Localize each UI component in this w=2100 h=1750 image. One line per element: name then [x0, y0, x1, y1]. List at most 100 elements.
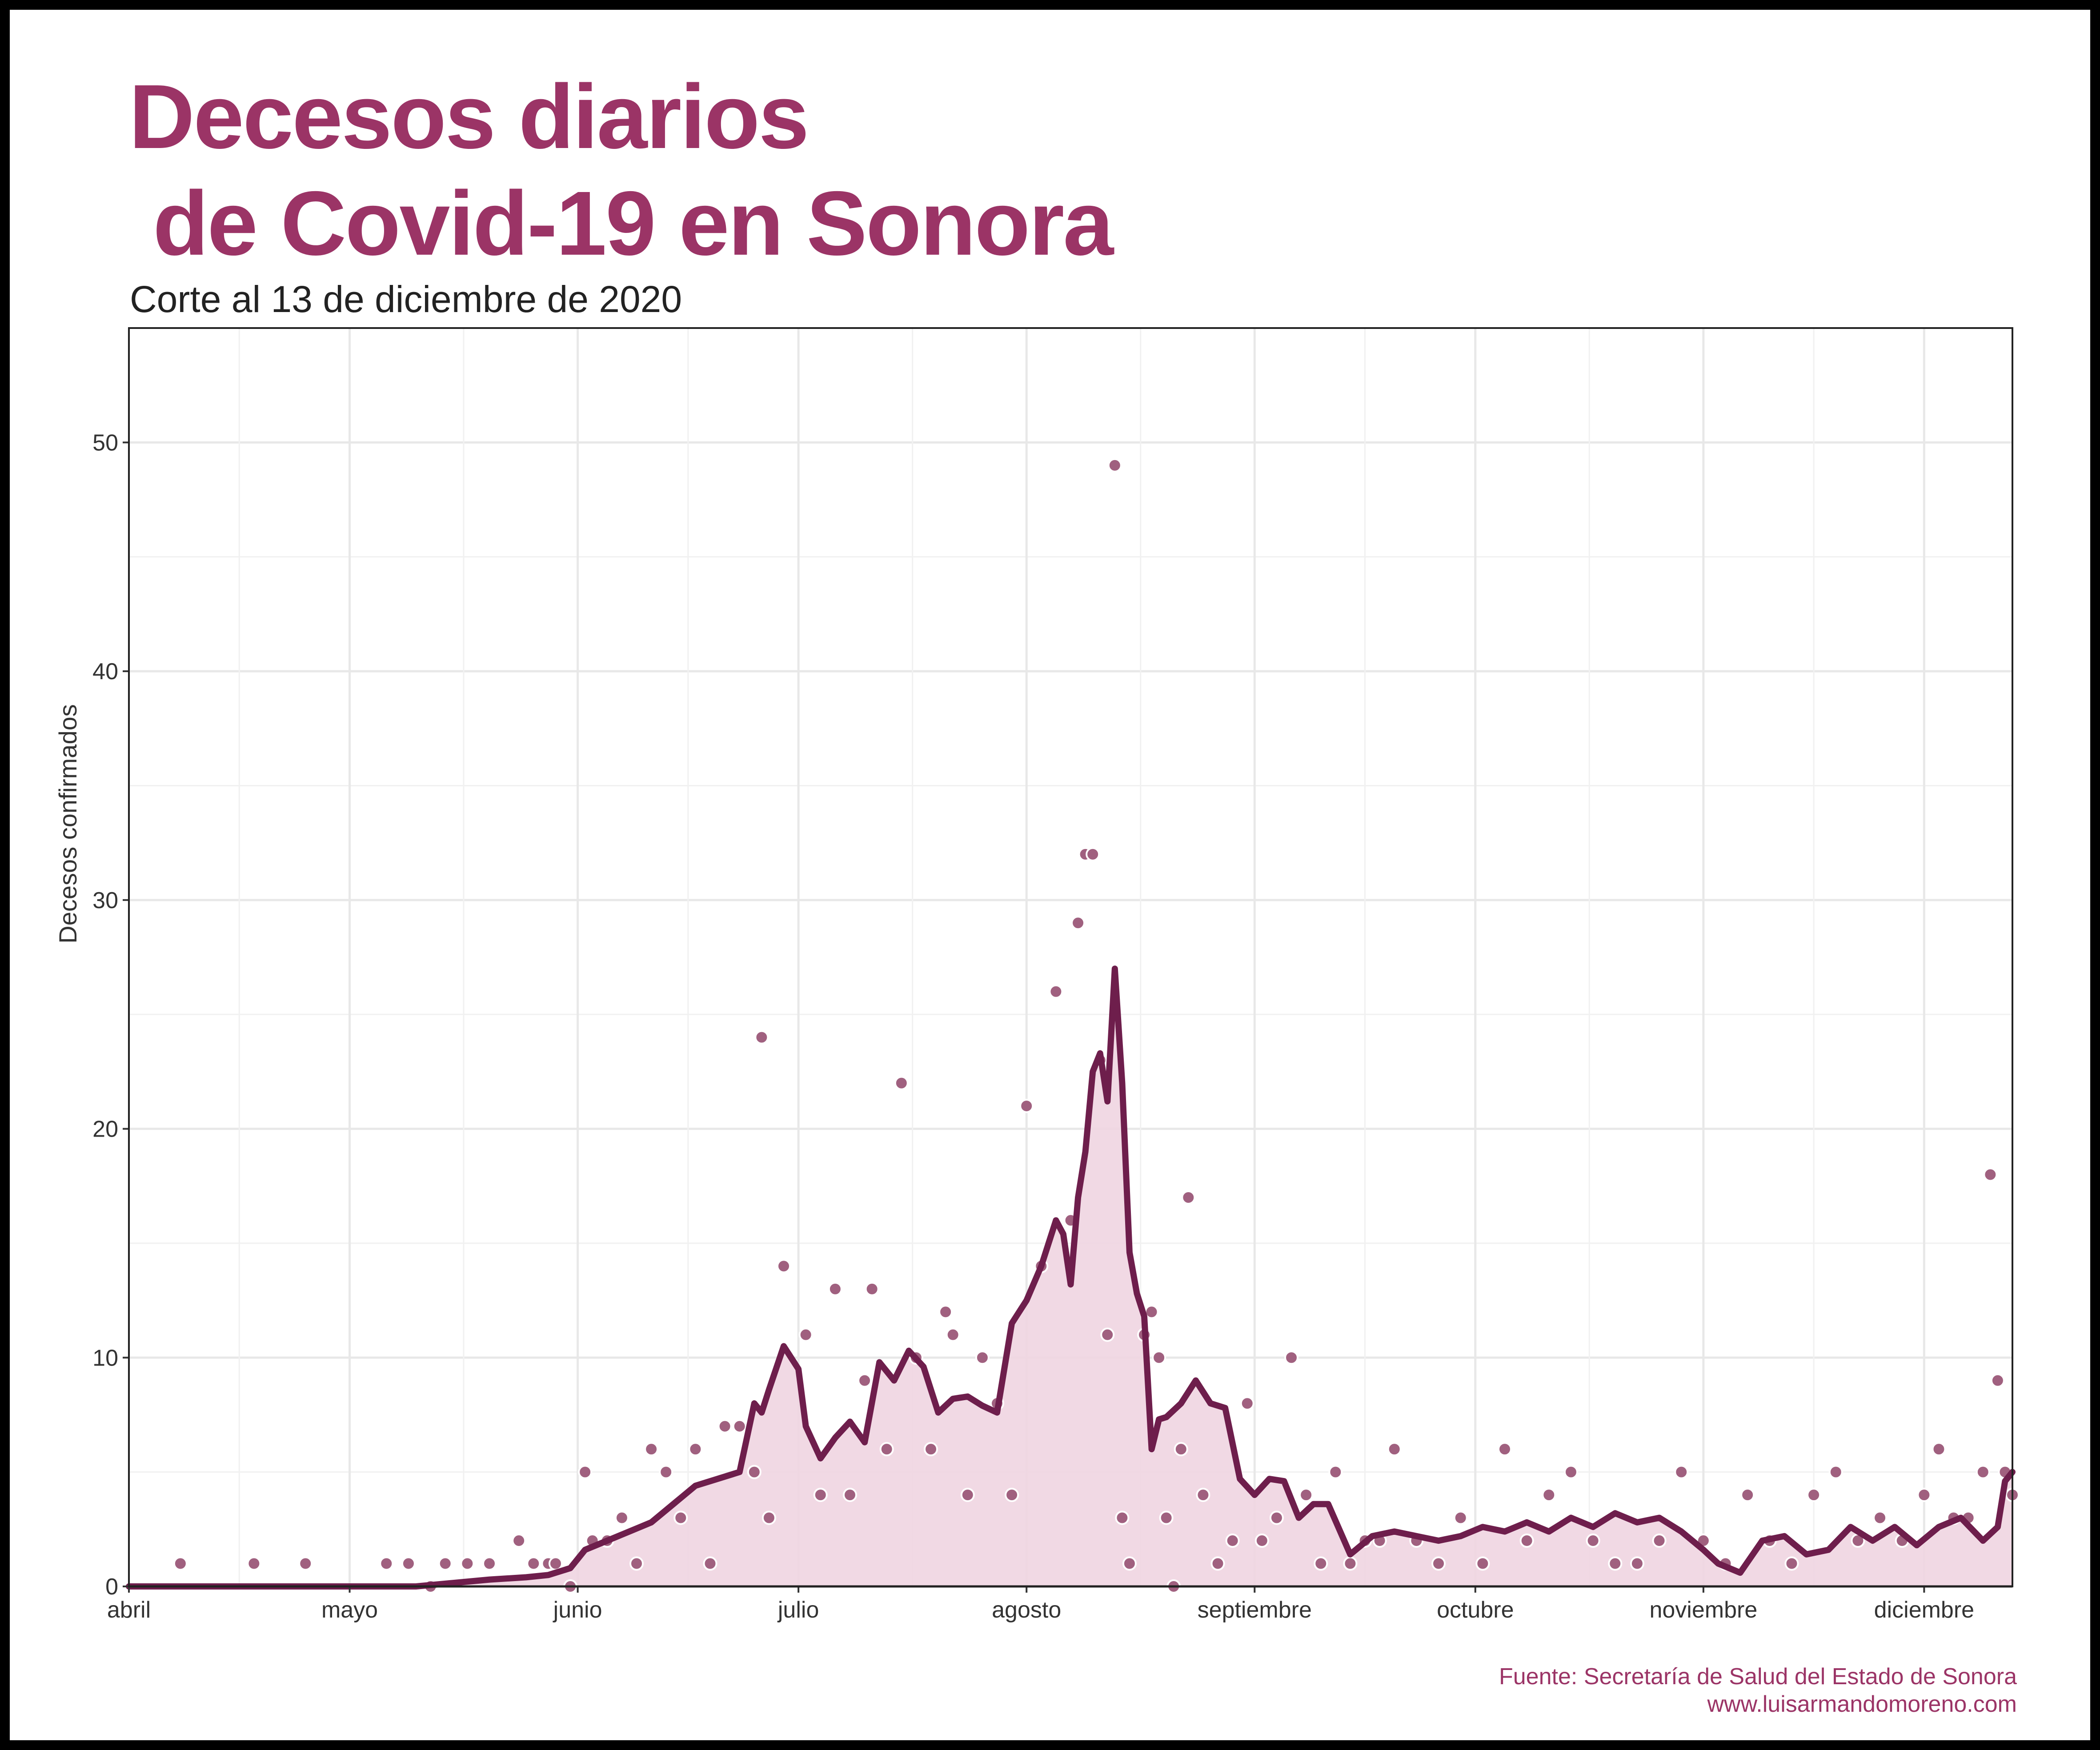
x-tick-label: julio [777, 1597, 819, 1623]
data-point [614, 1510, 629, 1525]
chart-frame: Decesos diarios de Covid-19 en Sonora Co… [10, 10, 2090, 1740]
y-tick-label: 40 [92, 659, 118, 685]
data-point [1254, 1534, 1269, 1548]
data-point [1519, 1534, 1534, 1548]
data-point [1269, 1510, 1284, 1525]
data-point [401, 1556, 416, 1571]
data-point [173, 1556, 188, 1571]
data-point [975, 1350, 990, 1365]
data-point [1299, 1488, 1314, 1502]
data-point [894, 1076, 909, 1090]
data-point [828, 1281, 842, 1296]
data-point [1343, 1556, 1358, 1571]
data-point [1314, 1556, 1328, 1571]
chart-plot: 0 10 20 30 40 50 abril mayo junio julio agosto sept… [54, 327, 2020, 1623]
data-point [865, 1281, 879, 1296]
data-point [1049, 984, 1063, 999]
y-axis-title: Decesos confirmados [54, 704, 82, 943]
x-tick-label: octubre [1437, 1597, 1514, 1623]
data-point [703, 1556, 717, 1571]
data-point [644, 1442, 659, 1457]
data-point [1807, 1488, 1821, 1502]
y-tick-label: 20 [92, 1117, 118, 1142]
data-point [1159, 1510, 1174, 1525]
chart-title-line-1: Decesos diarios [129, 66, 809, 168]
data-point [1387, 1442, 1402, 1457]
data-point [1652, 1534, 1667, 1548]
chart-subtitle: Corte al 13 de diciembre de 2020 [130, 278, 682, 320]
data-point [512, 1534, 526, 1548]
data-point [1284, 1350, 1299, 1365]
data-point [960, 1488, 975, 1502]
data-point [754, 1030, 769, 1045]
data-point [946, 1327, 960, 1342]
x-tick-label: mayo [321, 1597, 378, 1623]
data-point [1210, 1556, 1225, 1571]
data-point [673, 1510, 688, 1525]
data-point [1453, 1510, 1468, 1525]
x-tick-label: abril [107, 1597, 151, 1623]
data-point [1497, 1442, 1512, 1457]
data-point [1196, 1488, 1210, 1502]
x-tick-label: noviembre [1649, 1597, 1757, 1623]
data-point [1019, 1099, 1034, 1113]
data-point [879, 1442, 894, 1457]
area-fill [129, 969, 2012, 1586]
moving-average-line [126, 965, 2016, 1590]
data-point [1917, 1488, 1932, 1502]
data-point [717, 1419, 732, 1434]
data-point [1784, 1556, 1799, 1571]
data-point [1122, 1556, 1137, 1571]
data-point [938, 1305, 953, 1319]
axes [123, 327, 2013, 1593]
data-point [777, 1259, 791, 1273]
scatter-points-layer [173, 458, 2020, 1594]
tick-labels: 0 10 20 30 40 50 abril mayo junio julio agosto sept… [92, 430, 1974, 1623]
website-caption: www.luisarmandomoreno.com [1707, 1691, 2017, 1717]
data-point [761, 1510, 776, 1525]
x-tick-label: diciembre [1874, 1597, 1974, 1623]
data-point [858, 1373, 872, 1388]
data-point [1240, 1396, 1254, 1411]
data-point [1225, 1534, 1240, 1548]
source-caption: Fuente: Secretaría de Salud del Estado d… [1499, 1664, 2017, 1690]
data-point [1086, 847, 1100, 861]
chart-title-line-2: de Covid-19 en Sonora [129, 172, 1114, 274]
data-point [247, 1556, 261, 1571]
data-point [379, 1556, 394, 1571]
data-point [298, 1556, 313, 1571]
data-point [578, 1465, 593, 1479]
data-point [1475, 1556, 1490, 1571]
data-point [1740, 1488, 1755, 1502]
data-point [482, 1556, 497, 1571]
data-point [1328, 1465, 1343, 1479]
data-point [1873, 1510, 1888, 1525]
data-point [1542, 1488, 1556, 1502]
data-point [813, 1488, 828, 1502]
data-point [688, 1442, 703, 1457]
data-point [924, 1442, 938, 1457]
data-point [1630, 1556, 1644, 1571]
data-point [548, 1556, 563, 1571]
data-point [1586, 1534, 1600, 1548]
data-point [842, 1488, 857, 1502]
x-tick-label: agosto [992, 1597, 1061, 1623]
y-tick-label: 10 [92, 1345, 118, 1371]
data-point [798, 1327, 813, 1342]
data-point [1174, 1442, 1188, 1457]
data-point [438, 1556, 453, 1571]
data-point [1608, 1556, 1623, 1571]
data-point [1431, 1556, 1446, 1571]
y-tick-label: 50 [92, 430, 118, 456]
y-tick-label: 30 [92, 888, 118, 913]
data-point [1071, 916, 1086, 930]
data-point [1152, 1350, 1166, 1365]
data-point [1828, 1465, 1843, 1479]
data-point [1115, 1510, 1130, 1525]
x-tick-label: septiembre [1198, 1597, 1312, 1623]
y-tick-label: 0 [105, 1574, 118, 1600]
data-point [659, 1465, 673, 1479]
data-point [1976, 1465, 1990, 1479]
data-point [747, 1465, 761, 1479]
data-point [1990, 1373, 2005, 1388]
